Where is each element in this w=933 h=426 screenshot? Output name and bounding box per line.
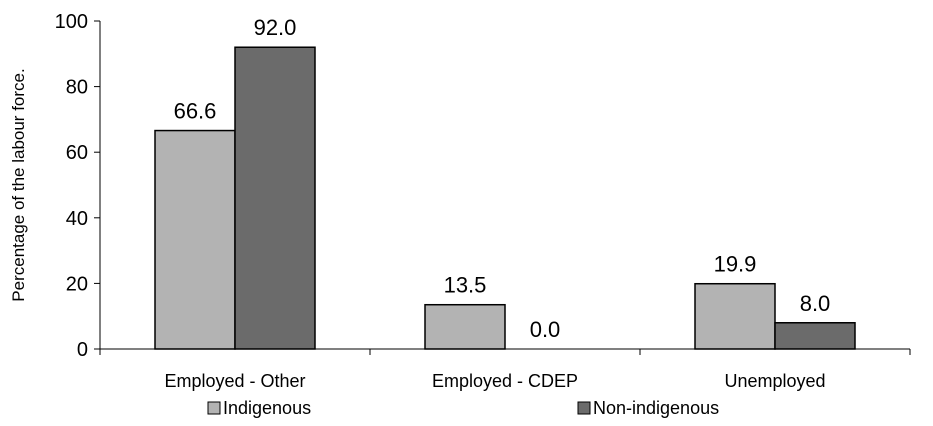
data-label: 66.6 <box>174 99 217 124</box>
data-label: 0.0 <box>530 317 561 342</box>
y-tick-label: 40 <box>66 208 88 230</box>
data-labels-group: 66.6 92.0 13.5 0.0 19.9 8.0 <box>174 15 831 342</box>
legend: Indigenous Non-indigenous <box>207 398 719 418</box>
data-label: 13.5 <box>444 273 487 298</box>
bar-non-indigenous-3 <box>774 322 856 350</box>
y-tick-label: 20 <box>66 273 88 295</box>
data-label: 92.0 <box>254 15 297 40</box>
x-category-label: Employed - Other <box>164 371 305 391</box>
legend-label: Indigenous <box>223 398 311 418</box>
x-category-label: Unemployed <box>724 371 825 391</box>
legend-swatch <box>207 401 221 415</box>
x-category-label: Employed - CDEP <box>432 371 578 391</box>
bar-indigenous-2 <box>424 303 506 350</box>
bar-indigenous-1 <box>154 129 236 350</box>
legend-swatch <box>577 401 591 415</box>
data-label: 19.9 <box>714 252 757 277</box>
y-tick-label: 60 <box>66 142 88 164</box>
legend-label: Non-indigenous <box>593 398 719 418</box>
bar-indigenous-3 <box>694 282 776 350</box>
y-axis: 0 20 40 60 80 100 <box>55 11 101 361</box>
x-axis: Employed - Other Employed - CDEP Unemploye… <box>99 348 911 391</box>
data-label: 8.0 <box>800 291 831 316</box>
bar-non-indigenous-1 <box>234 46 316 350</box>
y-tick-label: 80 <box>66 77 88 99</box>
y-tick-label: 0 <box>77 339 88 361</box>
y-axis-title: Percentage of the labour force. <box>9 68 28 301</box>
y-tick-label: 100 <box>55 11 88 33</box>
bars-group <box>154 46 856 350</box>
